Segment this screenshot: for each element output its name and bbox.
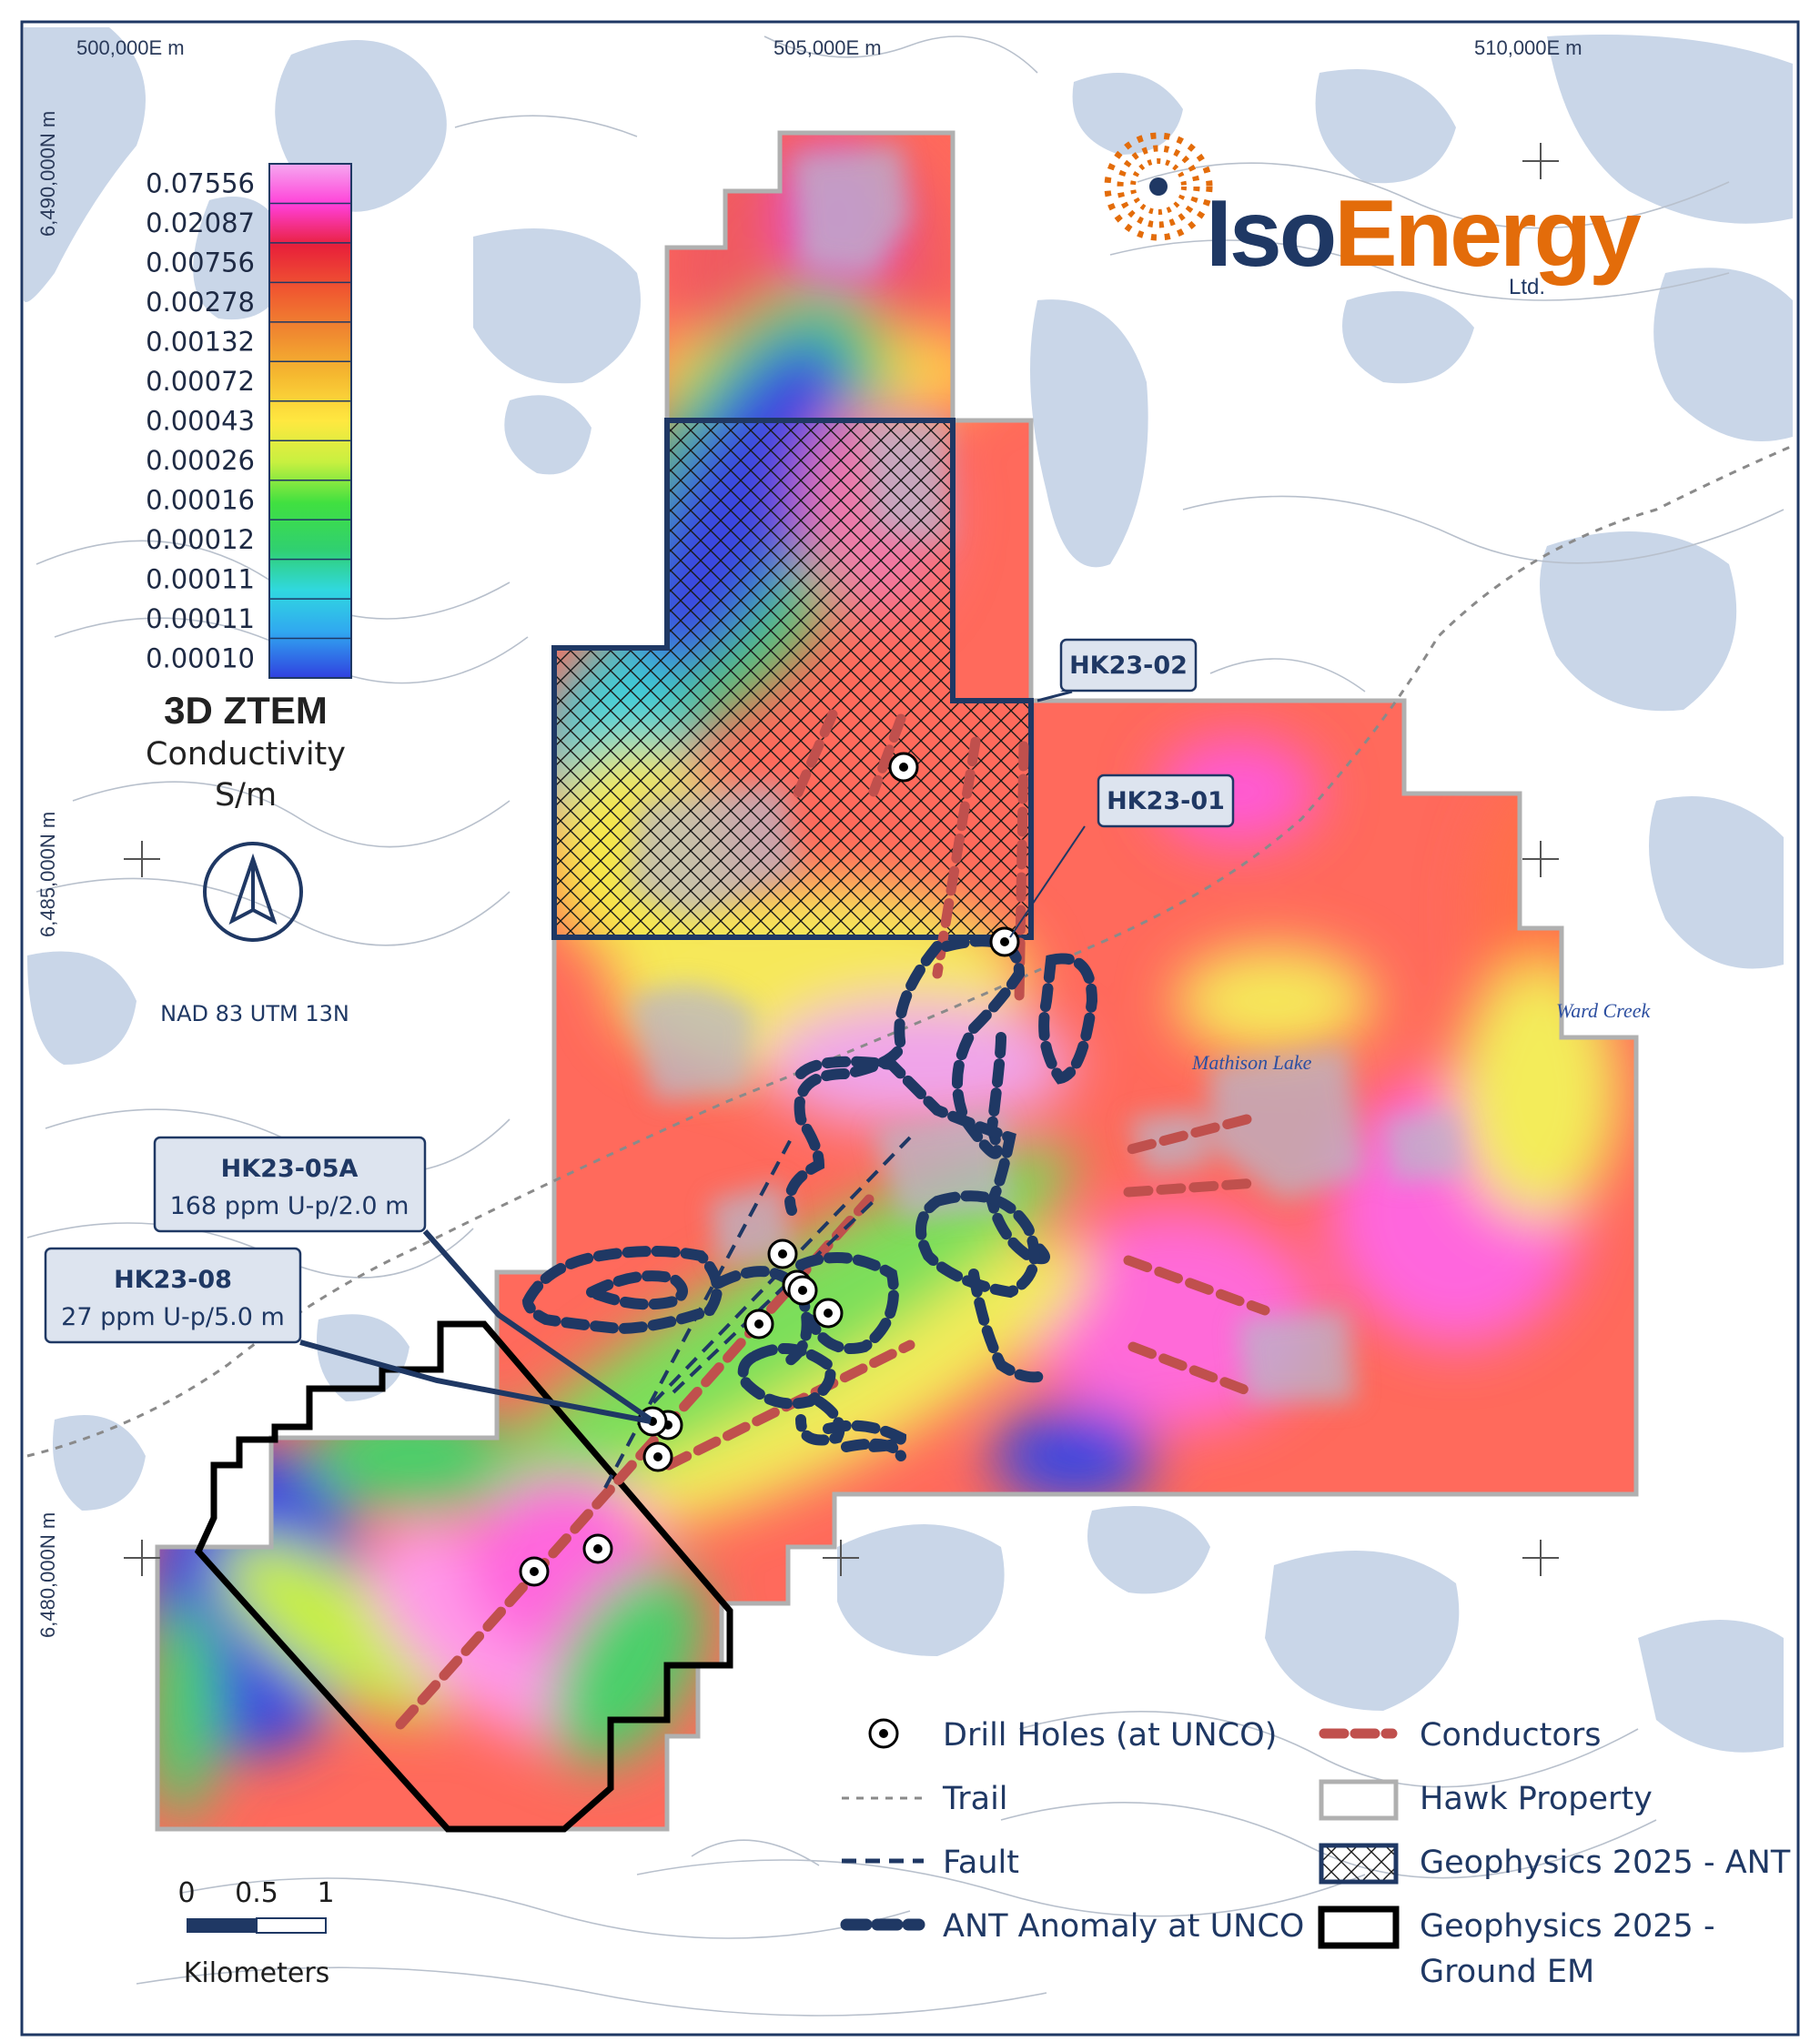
callout-hk23-08[interactable]: HK23-08 27 ppm U-p/5.0 m — [44, 1247, 652, 1424]
callout-hk23-01[interactable]: HK23-01 — [1009, 773, 1235, 938]
easting-label: 505,000E m — [774, 36, 882, 59]
northing-label: 6,480,000N m — [36, 1512, 59, 1638]
svg-text:0.5: 0.5 — [235, 1877, 278, 1909]
legend-ant-anomaly: ANT Anomaly at UNCO — [840, 1908, 1304, 1945]
drill-hole[interactable] — [813, 1298, 844, 1329]
svg-text:0: 0 — [177, 1877, 195, 1909]
colorbar-tick-label: 0.00072 — [146, 366, 255, 397]
svg-text:HK23-02: HK23-02 — [1069, 652, 1188, 680]
colorbar-unit: S/m — [215, 777, 277, 814]
north-arrow-icon — [203, 842, 303, 942]
colorbar-subtitle: Conductivity — [146, 736, 346, 773]
northing-label: 6,485,000N m — [36, 812, 59, 937]
logo-name-iso: Iso — [1206, 181, 1334, 287]
logo-sunburst-icon — [1104, 132, 1213, 241]
colorbar: 0.07556 0.02087 0.00756 0.00278 0.00132 0.000… — [146, 163, 352, 814]
easting-label: 500,000E m — [76, 36, 185, 59]
logo-suffix: Ltd. — [1509, 275, 1545, 299]
ward-creek-label: Ward Creek — [1556, 999, 1652, 1022]
svg-text:Kilometers: Kilometers — [184, 1957, 330, 1989]
colorbar-tick-label: 0.00043 — [146, 406, 255, 437]
map-legend: Drill Holes (at UNCO) Trail Fault ANT An… — [840, 1717, 1791, 1990]
svg-text:Geophysics 2025 - ANT: Geophysics 2025 - ANT — [1420, 1845, 1791, 1881]
geophysics-ground-em-area — [194, 1320, 733, 1833]
ant-anomaly-outlines — [521, 935, 1098, 1461]
callout-hk23-05a[interactable]: HK23-05A 168 ppm U-p/2.0 m — [153, 1136, 652, 1422]
svg-text:HK23-08: HK23-08 — [114, 1266, 232, 1294]
svg-text:HK23-05A: HK23-05A — [221, 1155, 359, 1183]
drill-hole[interactable] — [642, 1441, 673, 1472]
colorbar-tick-label: 0.00011 — [146, 563, 255, 594]
drill-hole[interactable] — [582, 1533, 613, 1564]
colorbar-tick-label: 0.00132 — [146, 327, 255, 358]
northing-label: 6,490,000N m — [36, 111, 59, 237]
svg-text:1: 1 — [317, 1877, 334, 1909]
geophysics-ant-area — [551, 418, 1034, 940]
svg-text:27 ppm U-p/5.0 m: 27 ppm U-p/5.0 m — [61, 1303, 285, 1331]
svg-text:Ground EM: Ground EM — [1420, 1954, 1594, 1990]
svg-text:Drill Holes (at UNCO): Drill Holes (at UNCO) — [943, 1717, 1277, 1754]
colorbar-tick-label: 0.00010 — [146, 642, 255, 673]
map-frame — [20, 20, 1800, 2037]
projection-label: NAD 83 UTM 13N — [160, 1001, 349, 1026]
svg-text:ANT Anomaly at UNCO: ANT Anomaly at UNCO — [943, 1908, 1304, 1945]
svg-text:Hawk Property: Hawk Property — [1420, 1781, 1653, 1817]
colorbar-tick-label: 0.00278 — [146, 287, 255, 318]
legend-geophysics-ground-em: Geophysics 2025 - Ground EM — [1318, 1906, 1715, 1990]
mathison-lake-label: Mathison Lake — [1191, 1051, 1312, 1074]
svg-text:168 ppm U-p/2.0 m: 168 ppm U-p/2.0 m — [170, 1192, 410, 1220]
logo-name-energy: Energy — [1334, 181, 1642, 287]
drill-hole[interactable] — [888, 752, 919, 783]
legend-fault: Fault — [842, 1845, 1019, 1881]
colorbar-title: 3D ZTEM — [164, 689, 328, 732]
svg-text:Trail: Trail — [942, 1781, 1008, 1817]
legend-trail: Trail — [842, 1781, 1008, 1817]
colorbar-tick-label: 0.00016 — [146, 484, 255, 515]
legend-geophysics-ant: Geophysics 2025 - ANT — [1319, 1843, 1791, 1885]
legend-hawk-property: Hawk Property — [1319, 1779, 1653, 1821]
conductors — [395, 709, 1270, 1730]
colorbar-tick-label: 0.00012 — [146, 524, 255, 555]
grid-crosshairs — [124, 143, 1559, 1576]
scale-bar: 0 0.5 1 Kilometers — [177, 1877, 334, 1989]
callout-hk23-02[interactable]: HK23-02 — [1036, 638, 1198, 703]
svg-text:Geophysics 2025 -: Geophysics 2025 - — [1420, 1908, 1715, 1945]
colorbar-tick-label: 0.02087 — [146, 207, 255, 238]
svg-text:Conductors: Conductors — [1420, 1717, 1601, 1754]
svg-text:HK23-01: HK23-01 — [1107, 787, 1225, 815]
legend-drill-holes: Drill Holes (at UNCO) — [868, 1717, 1277, 1754]
svg-text:IsoEnergy: IsoEnergy — [1206, 181, 1642, 287]
colorbar-tick-label: 0.00011 — [146, 603, 255, 634]
colorbar-tick-label: 0.00026 — [146, 445, 255, 476]
legend-conductors: Conductors — [1319, 1717, 1601, 1754]
drill-hole[interactable] — [767, 1238, 798, 1269]
drill-hole[interactable] — [787, 1275, 818, 1306]
colorbar-tick-label: 0.00756 — [146, 248, 255, 278]
svg-text:Fault: Fault — [943, 1845, 1019, 1881]
colorbar-tick-label: 0.07556 — [146, 168, 255, 199]
easting-label: 510,000E m — [1474, 36, 1582, 59]
drill-hole[interactable] — [519, 1556, 550, 1587]
isoenergy-logo: IsoEnergy Ltd. — [1104, 132, 1644, 299]
drill-hole[interactable] — [743, 1309, 774, 1339]
